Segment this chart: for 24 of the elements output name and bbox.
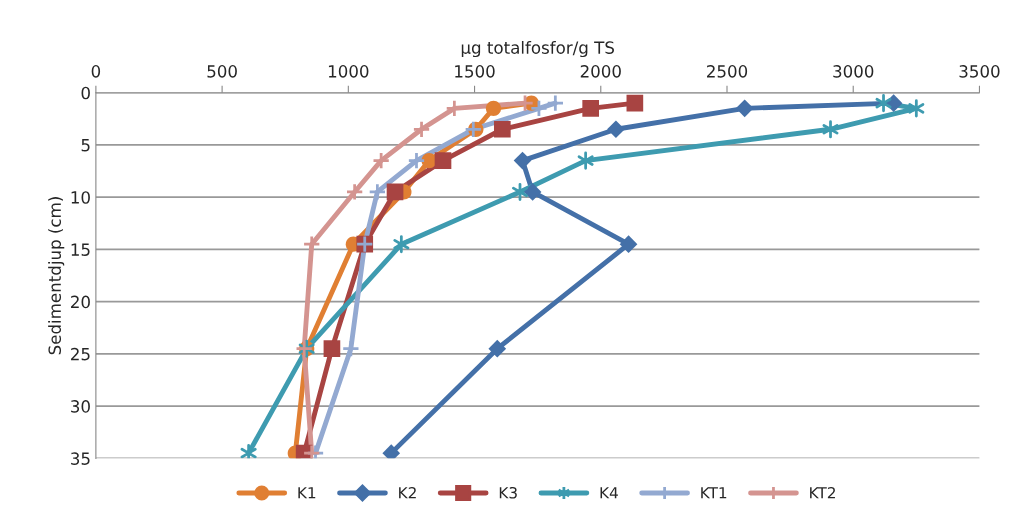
legend-label: K3 xyxy=(499,487,517,499)
legend-label: KT1 xyxy=(701,487,727,499)
y-tick-label: 25 xyxy=(71,347,90,361)
y-tick-label: 20 xyxy=(71,295,90,309)
x-tick-label: 2500 xyxy=(707,65,748,78)
y-axis-title: Sedimentdjup (cm) xyxy=(48,197,65,355)
x-tick-label: 2000 xyxy=(580,65,621,78)
y-tick-label: 10 xyxy=(71,191,90,204)
x-tick-label: 3000 xyxy=(833,65,874,78)
y-tick-label: 5 xyxy=(81,139,90,152)
y-tick-label: 15 xyxy=(71,243,90,256)
x-tick-label: 1500 xyxy=(455,65,495,78)
x-tick-label: 0 xyxy=(91,65,101,78)
y-tick-label: 0 xyxy=(81,86,90,100)
legend-label: K2 xyxy=(399,487,416,499)
x-tick-label: 1000 xyxy=(328,65,369,78)
legend-label: K4 xyxy=(600,487,618,499)
legend-label: K1 xyxy=(298,487,316,499)
y-tick-label: 35 xyxy=(71,452,90,465)
x-tick-label: 500 xyxy=(207,65,237,78)
legend-label: KT2 xyxy=(810,487,835,499)
x-axis-title: µg totalfosfor/g TS xyxy=(461,40,614,58)
x-tick-label: 3500 xyxy=(959,65,1000,78)
y-tick-label: 30 xyxy=(71,400,90,413)
